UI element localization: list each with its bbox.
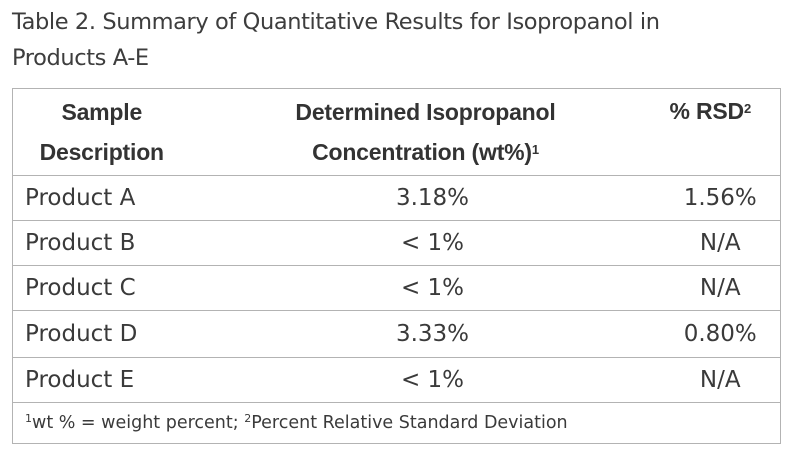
table-row: Product B < 1% N/A [12, 220, 781, 266]
cell-concentration: < 1% [220, 220, 621, 266]
cell-concentration: < 1% [220, 265, 621, 311]
caption-line-2: Products A-E [12, 45, 149, 71]
cell-description: Product C [12, 265, 221, 311]
footnote-row: 1wt % = weight percent; 2Percent Relativ… [12, 402, 781, 444]
table-row: Product A 3.18% 1.56% [12, 175, 781, 221]
cell-rsd: 1.56% [620, 175, 781, 221]
header-description-line-1: Sample [61, 99, 143, 125]
footnote-mark-2: 2 [244, 412, 252, 425]
cell-rsd: 0.80% [620, 310, 781, 358]
header-concentration-line-1: Determined Isopropanol [295, 99, 556, 125]
cell-concentration: < 1% [220, 357, 621, 403]
cell-rsd: N/A [620, 357, 781, 403]
footnote-mark-1: 1 [25, 412, 32, 425]
cell-description: Product D [12, 310, 221, 358]
header-rsd-footnote-mark: 2 [743, 101, 751, 116]
header-concentration-line-2: Concentration (wt%) [312, 139, 532, 165]
caption-line-1: Table 2. Summary of Quantitative Results… [12, 9, 660, 35]
cell-rsd: N/A [620, 265, 781, 311]
header-row: Sample Description Determined Isopropano… [13, 89, 781, 176]
header-concentration-line-2-wrap: Concentration (wt%)1 [231, 132, 621, 172]
footnote-text-2: Percent Relative Standard Deviation [251, 413, 568, 433]
results-table: Sample Description Determined Isopropano… [12, 88, 781, 444]
cell-description: Product A [12, 175, 221, 221]
cell-rsd: N/A [620, 220, 781, 266]
header-rsd: % RSD2 [621, 89, 781, 176]
table-row: Product C < 1% N/A [12, 265, 781, 311]
header-sample-description: Sample Description [13, 89, 221, 176]
footnote-text-1: wt % = weight percent; [32, 413, 245, 433]
header-concentration-footnote-mark: 1 [531, 142, 539, 157]
cell-concentration: 3.18% [220, 175, 621, 221]
table-row: Product E < 1% N/A [12, 357, 781, 403]
header-description-line-2: Description [39, 139, 165, 165]
cell-concentration: 3.33% [220, 310, 621, 358]
table-footnote: 1wt % = weight percent; 2Percent Relativ… [12, 402, 781, 444]
table-caption: Table 2. Summary of Quantitative Results… [12, 4, 772, 76]
table-row: Product D 3.33% 0.80% [12, 310, 781, 358]
cell-description: Product B [12, 220, 221, 266]
cell-description: Product E [12, 357, 221, 403]
header-concentration: Determined Isopropanol Concentration (wt… [221, 89, 621, 176]
header-rsd-label: % RSD [669, 98, 745, 124]
